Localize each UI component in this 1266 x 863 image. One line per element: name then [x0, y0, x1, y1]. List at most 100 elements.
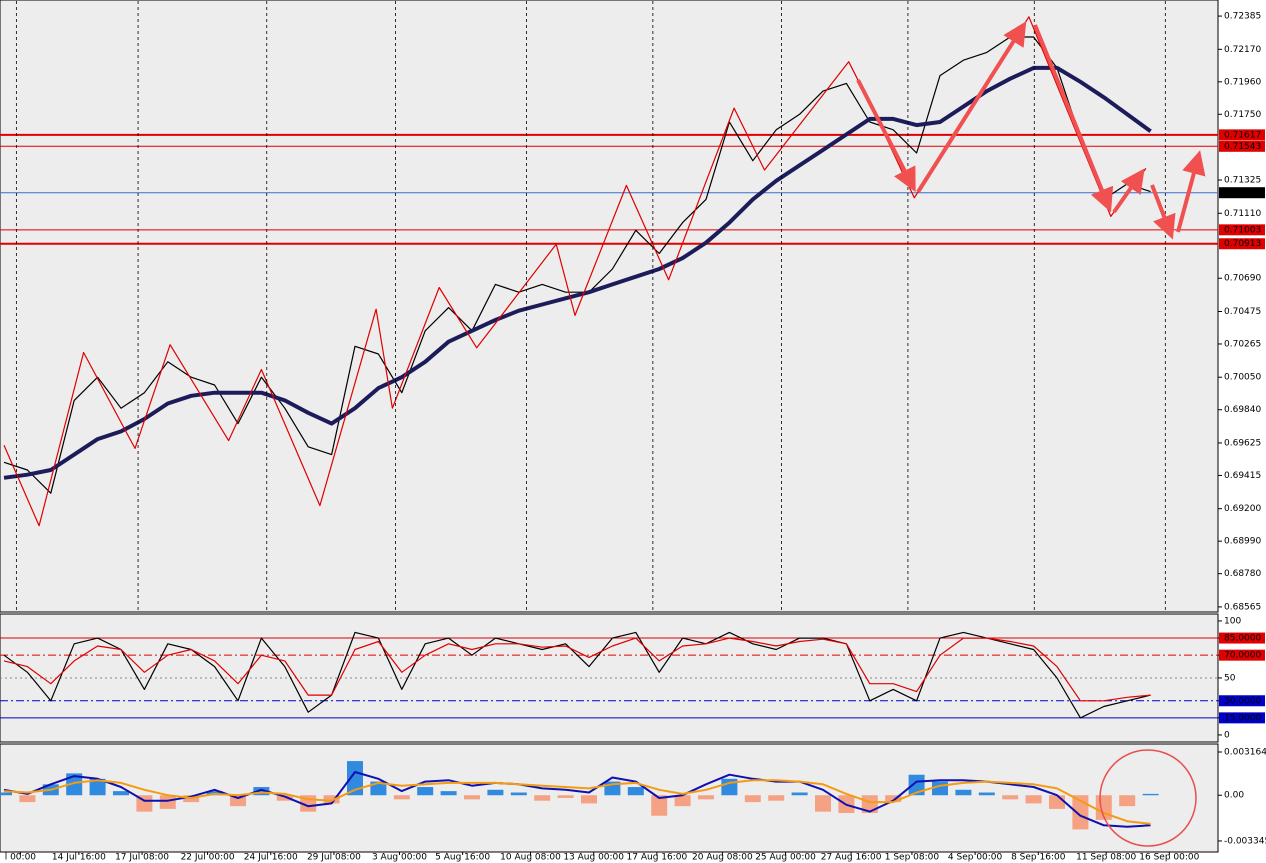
- histogram-bar: [627, 787, 644, 796]
- x-tick-label: 8 Sep 16:00: [1011, 853, 1066, 863]
- histogram-bar: [744, 795, 761, 803]
- series-line: [3, 36, 1151, 494]
- level-label-bg: [1219, 140, 1265, 152]
- y-tick-label: 0.71750: [1224, 110, 1261, 120]
- histogram-bar: [253, 787, 270, 796]
- histogram-bar: [89, 778, 106, 796]
- y-tick-label: 0.00: [1224, 791, 1244, 801]
- tick-label-bg: [1219, 632, 1265, 644]
- x-tick-label: 27 Aug 16:00: [821, 853, 882, 863]
- histogram-bar: [1119, 795, 1136, 807]
- series-line: [3, 637, 1151, 702]
- histogram-bar: [19, 795, 36, 803]
- x-tick-label: l 00:00: [5, 853, 37, 863]
- price-panel: [0, 0, 1219, 613]
- y-tick-label: 0.72385: [1224, 12, 1261, 22]
- histogram-bar: [908, 774, 925, 796]
- histogram-bar: [1025, 795, 1042, 804]
- histogram-bar: [230, 795, 246, 807]
- histogram-bar: [347, 761, 363, 796]
- x-tick-label: 4 Sep 00:00: [948, 853, 1003, 863]
- y-tick-label: 0.69415: [1224, 471, 1261, 481]
- y-tick-label: 0.71960: [1224, 77, 1261, 87]
- annotation-circle: [1099, 749, 1197, 847]
- x-tick-label: 10 Aug 08:00: [500, 853, 561, 863]
- x-tick-label: 13 Aug 00:00: [563, 853, 624, 863]
- level-label: 0.71543: [1224, 142, 1261, 152]
- histogram-bar: [674, 795, 691, 807]
- y-tick-label: 0.68780: [1224, 569, 1261, 579]
- y-tick-label: 30.0000: [1224, 696, 1261, 706]
- x-tick-label: 29 Jul 08:00: [307, 853, 361, 863]
- y-tick-label: 0: [1224, 730, 1230, 740]
- histogram-bar: [510, 792, 527, 796]
- y-tick-label: 100: [1224, 616, 1241, 626]
- x-tick-label: 14 Jul 16:00: [52, 853, 106, 863]
- histogram-bar: [932, 781, 948, 796]
- histogram-bar: [487, 789, 504, 796]
- histogram-bar: [885, 795, 902, 803]
- y-tick-label: 0.71325: [1224, 176, 1261, 186]
- x-tick-label: 3 Aug 00:00: [372, 853, 427, 863]
- y-tick-label: 0.68990: [1224, 537, 1261, 547]
- series-line: [3, 771, 1151, 828]
- histogram-bar: [323, 795, 340, 804]
- x-tick-label: 16 Sep 00:00: [1139, 853, 1199, 863]
- x-tick-label: 17 Aug 16:00: [627, 853, 688, 863]
- x-tick-label: 20 Aug 08:00: [692, 853, 753, 863]
- histogram-bar: [557, 795, 574, 798]
- histogram-bar: [1142, 793, 1159, 796]
- y-tick-label: 70.0000: [1224, 651, 1261, 661]
- histogram-bar: [1002, 795, 1019, 800]
- y-tick-label: 0.69200: [1224, 504, 1261, 514]
- histogram-bar: [768, 795, 785, 801]
- histogram-bar: [978, 792, 995, 796]
- x-tick-label: 25 Aug 00:00: [755, 853, 816, 863]
- y-tick-label: 85.0000: [1224, 634, 1261, 644]
- histogram-bar: [815, 795, 831, 812]
- histogram-bar: [0, 792, 12, 796]
- y-tick-label: 0.69840: [1224, 405, 1261, 415]
- y-tick-label: 0.70475: [1224, 307, 1261, 317]
- histogram-bar: [440, 791, 457, 796]
- series-line: [3, 65, 1152, 480]
- histogram-bar: [393, 795, 410, 800]
- tick-label-bg: [1219, 649, 1265, 661]
- series-line: [3, 631, 1151, 719]
- level-label-bg: [1219, 224, 1265, 236]
- histogram-bar: [791, 792, 808, 796]
- level-label-bg: [1219, 187, 1265, 199]
- annotation-arrows: [856, 21, 1206, 240]
- y-tick-label: 0.70265: [1224, 339, 1261, 349]
- tick-label-bg: [1219, 712, 1265, 724]
- series-line: [3, 779, 1151, 825]
- histogram-bar: [417, 787, 434, 796]
- histogram-bar: [276, 795, 293, 801]
- y-tick-label: 15.0000: [1224, 713, 1261, 723]
- y-tick-label: 0.0031642: [1224, 748, 1266, 758]
- x-tick-label: 24 Jul 16:00: [244, 853, 298, 863]
- y-tick-label: -0.003345: [1224, 836, 1266, 846]
- y-tick-label: 0.69625: [1224, 438, 1261, 448]
- x-tick-label: 22 Jul 00:00: [181, 853, 235, 863]
- y-tick-label: 0.71110: [1224, 209, 1261, 219]
- histogram-bar: [955, 789, 972, 796]
- level-label-bg: [1219, 238, 1265, 250]
- histogram-bar: [534, 795, 551, 801]
- y-tick-label: 0.70690: [1224, 274, 1261, 284]
- level-label: 0.71243: [1224, 188, 1261, 198]
- histogram-bar: [581, 795, 597, 804]
- histogram-bar: [66, 773, 83, 796]
- y-tick-label: 50: [1224, 673, 1236, 683]
- level-label: 0.70913: [1224, 239, 1261, 249]
- histogram-bar: [464, 795, 480, 800]
- histogram-bar: [698, 795, 714, 800]
- histogram-bar: [1049, 795, 1065, 809]
- x-tick-label: 1 Sep 08:00: [885, 853, 940, 863]
- level-label: 0.71617: [1224, 130, 1261, 140]
- x-tick-label: 17 Jul 08:00: [115, 853, 169, 863]
- level-label-bg: [1219, 129, 1265, 141]
- y-tick-label: 0.68565: [1224, 602, 1261, 612]
